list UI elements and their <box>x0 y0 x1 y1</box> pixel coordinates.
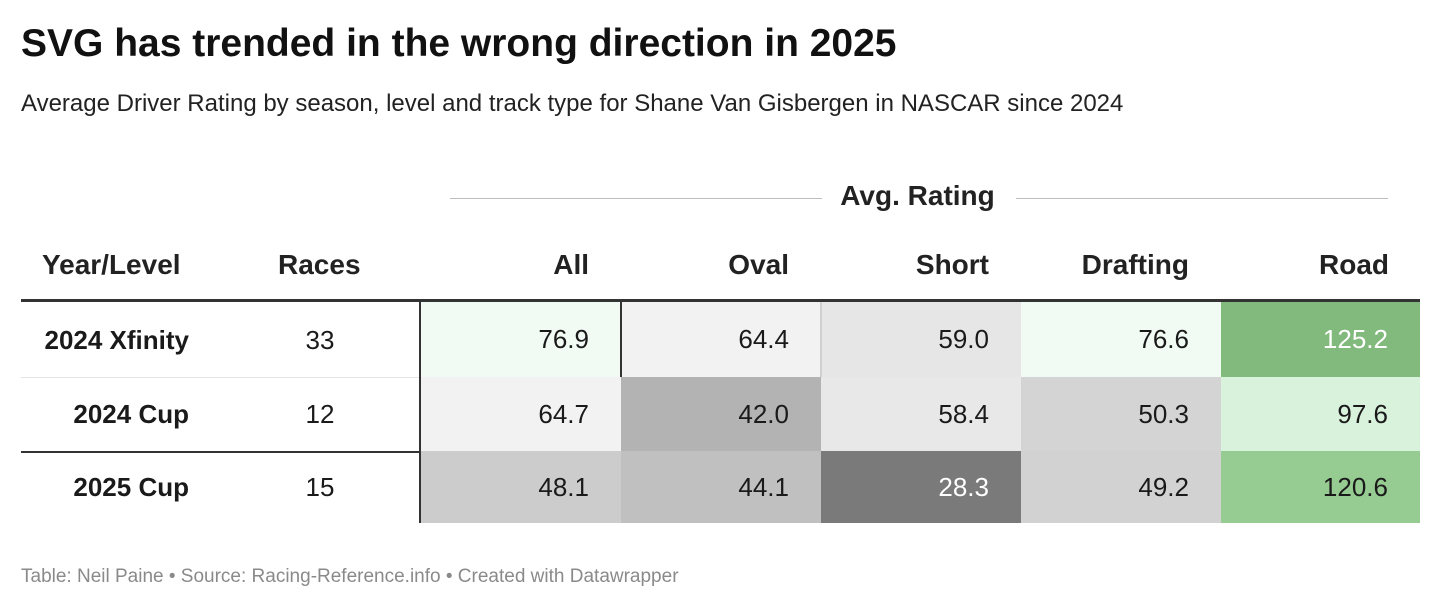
rating-cell-all: 64.7 <box>421 377 621 451</box>
col-header-road: Road <box>1319 249 1389 280</box>
rating-cell-short: 59.0 <box>821 302 1021 377</box>
spanner-label: Avg. Rating <box>840 180 995 211</box>
rating-cell-road: 125.2 <box>1221 302 1420 377</box>
spanner-rule-left <box>450 198 822 199</box>
col-header-year-level: Year/Level <box>42 249 181 280</box>
row-separator <box>21 451 419 453</box>
table-row: 2024 Xfinity 33 76.9 64.4 59.0 76.6 125.2 <box>0 302 1440 377</box>
rating-cell-all: 76.9 <box>421 302 621 377</box>
cell-divider <box>620 302 622 377</box>
col-header-drafting: Drafting <box>1081 249 1189 280</box>
spanner-rule-right <box>1016 198 1388 199</box>
chart-title: SVG has trended in the wrong direction i… <box>21 22 897 65</box>
row-label-2024-cup: 2024 Cup <box>73 399 189 429</box>
rating-cell-short: 28.3 <box>821 451 1021 523</box>
rating-cell-drafting: 76.6 <box>1021 302 1221 377</box>
rating-cell-short: 58.4 <box>821 377 1021 451</box>
races-value: 15 <box>305 472 335 502</box>
row-label-2024-xfinity: 2024 Xfinity <box>44 324 189 355</box>
footer-credit: Table: Neil Paine • Source: Racing-Refer… <box>21 566 679 587</box>
rating-cell-drafting: 49.2 <box>1021 451 1221 523</box>
col-header-short: Short <box>915 249 989 280</box>
table-row: 2024 Cup 12 64.7 42.0 58.4 50.3 97.6 <box>0 377 1440 451</box>
rating-cell-all: 48.1 <box>421 451 621 523</box>
rating-cell-oval: 42.0 <box>621 377 821 451</box>
column-divider <box>419 302 421 523</box>
row-separator <box>21 377 419 378</box>
col-header-races: Races <box>278 249 361 280</box>
header-rule <box>21 299 1420 302</box>
row-label-2025-cup: 2025 Cup <box>73 472 189 502</box>
col-header-oval: Oval <box>728 249 789 280</box>
table-row: 2025 Cup 15 48.1 44.1 28.3 49.2 120.6 <box>0 451 1440 523</box>
rating-cell-drafting: 50.3 <box>1021 377 1221 451</box>
rating-cell-oval: 44.1 <box>621 451 821 523</box>
rating-cell-road: 97.6 <box>1221 377 1420 451</box>
col-header-all: All <box>553 249 589 280</box>
rating-cell-road: 120.6 <box>1221 451 1420 523</box>
races-value: 33 <box>305 324 335 355</box>
races-value: 12 <box>305 399 335 429</box>
chart-subtitle: Average Driver Rating by season, level a… <box>21 90 1124 117</box>
cell-divider <box>820 302 822 377</box>
rating-cell-oval: 64.4 <box>621 302 821 377</box>
